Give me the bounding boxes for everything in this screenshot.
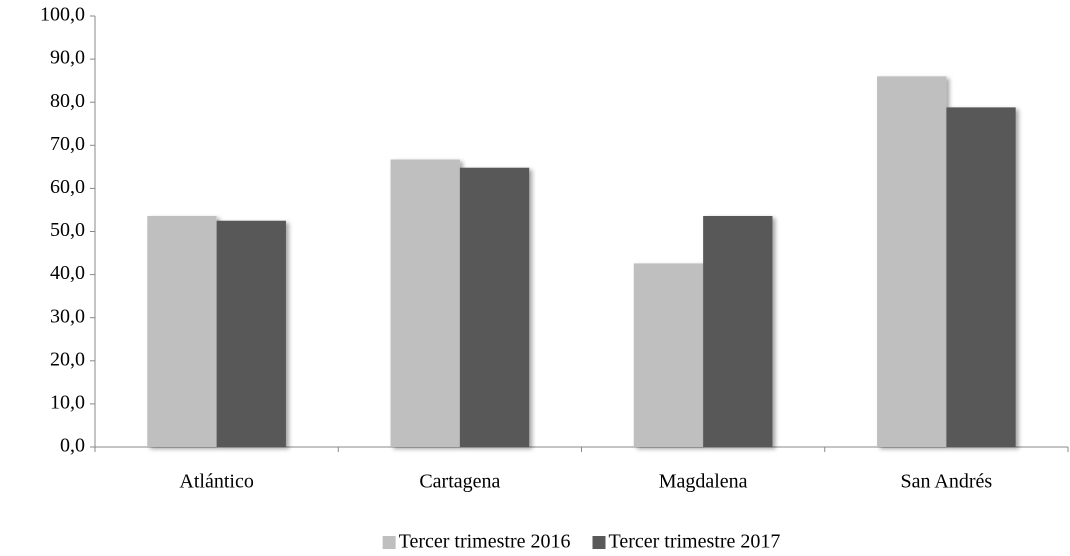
bar: [946, 107, 1016, 447]
x-tick-label: Cartagena: [419, 471, 500, 493]
bar: [703, 215, 773, 447]
legend-swatch: [592, 536, 606, 549]
x-tick-label: Magdalena: [659, 471, 748, 493]
bar: [390, 159, 460, 447]
y-tick-label: 60,0: [50, 176, 85, 198]
legend-swatch: [382, 536, 396, 549]
y-tick-label: 70,0: [50, 133, 85, 155]
legend-item: Tercer trimestre 2016: [382, 531, 571, 553]
y-tick-label: 80,0: [50, 90, 85, 112]
bar: [633, 263, 704, 447]
bar: [877, 76, 947, 447]
x-tick-label: San Andrés: [901, 471, 993, 493]
bar: [216, 220, 286, 447]
y-tick-label: 20,0: [50, 348, 85, 370]
y-tick-label: 90,0: [50, 47, 85, 69]
y-tick-label: 0,0: [60, 435, 85, 457]
bar: [459, 167, 530, 447]
legend-label: Tercer trimestre 2017: [609, 531, 781, 553]
y-tick-label: 100,0: [40, 4, 85, 26]
bar: [147, 215, 217, 447]
legend-item: Tercer trimestre 2017: [592, 531, 781, 553]
y-tick-label: 40,0: [50, 262, 85, 284]
y-tick-label: 10,0: [50, 391, 85, 413]
y-tick-label: 50,0: [50, 219, 85, 241]
y-tick-label: 30,0: [50, 305, 85, 327]
x-tick-label: Atlántico: [179, 471, 253, 493]
legend-label: Tercer trimestre 2016: [399, 531, 571, 553]
